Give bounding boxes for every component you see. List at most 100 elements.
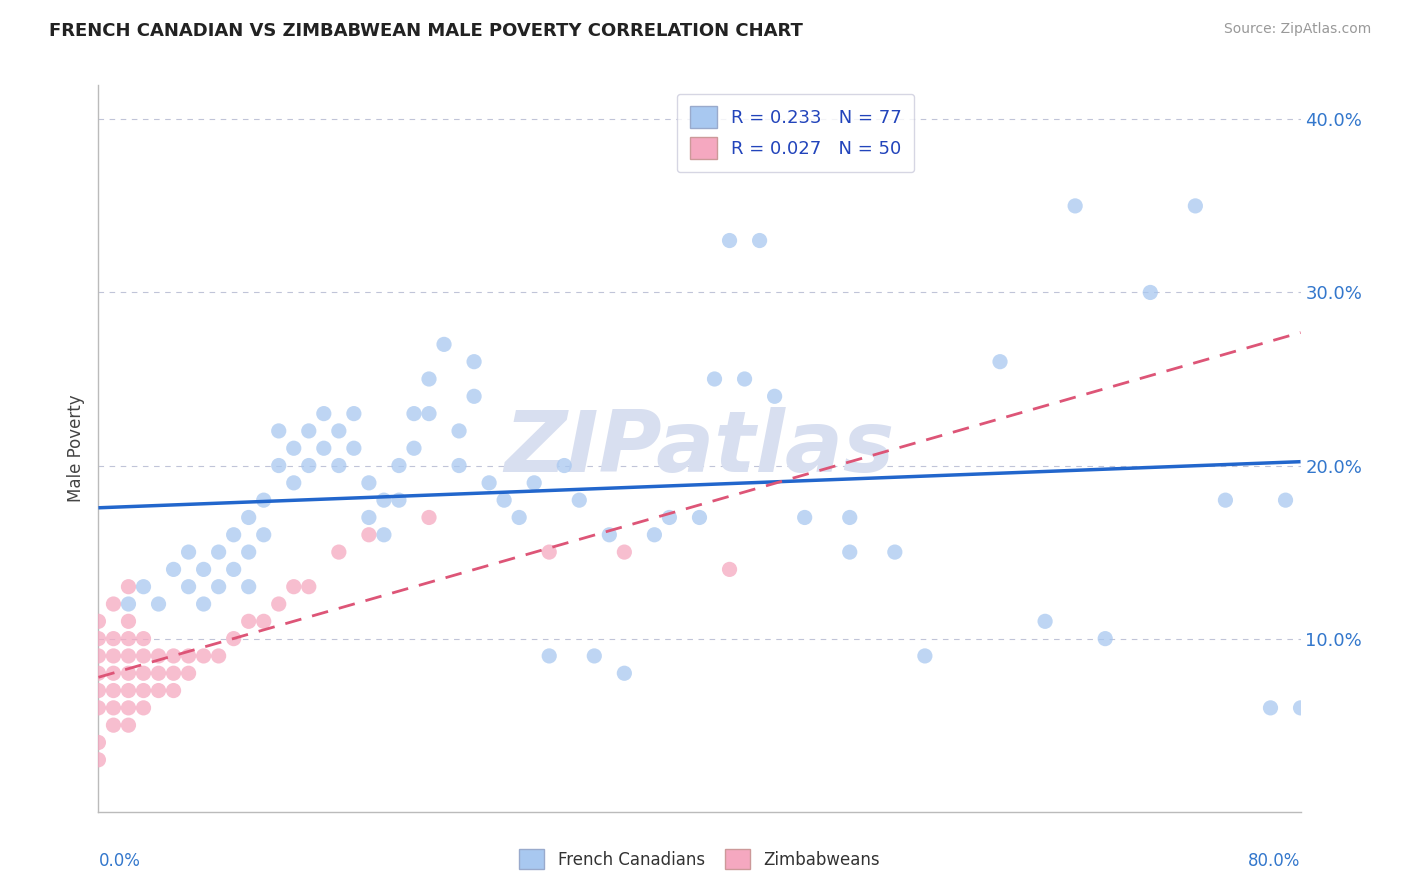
Point <box>162 648 184 663</box>
Point <box>523 475 546 490</box>
Point <box>838 510 860 524</box>
Point <box>132 683 155 698</box>
Point <box>328 458 350 473</box>
Point <box>553 458 575 473</box>
Point <box>1289 701 1312 715</box>
Point <box>103 683 125 698</box>
Point <box>238 580 260 594</box>
Point <box>838 545 860 559</box>
Point <box>703 372 725 386</box>
Point <box>283 475 305 490</box>
Point <box>87 666 110 681</box>
Point <box>447 424 470 438</box>
Point <box>343 407 366 421</box>
Point <box>87 753 110 767</box>
Point <box>283 580 305 594</box>
Point <box>568 493 591 508</box>
Point <box>117 597 139 611</box>
Point <box>117 718 139 732</box>
Point <box>914 648 936 663</box>
Point <box>388 493 411 508</box>
Point <box>87 701 110 715</box>
Point <box>132 632 155 646</box>
Point <box>298 458 321 473</box>
Point <box>1274 493 1296 508</box>
Point <box>613 545 636 559</box>
Point <box>148 683 170 698</box>
Point <box>193 562 215 576</box>
Point <box>117 632 139 646</box>
Point <box>357 510 380 524</box>
Point <box>117 701 139 715</box>
Point <box>162 562 184 576</box>
Point <box>388 458 411 473</box>
Point <box>328 424 350 438</box>
Point <box>883 545 905 559</box>
Point <box>373 528 395 542</box>
Point <box>613 666 636 681</box>
Point <box>538 648 561 663</box>
Point <box>298 424 321 438</box>
Text: Source: ZipAtlas.com: Source: ZipAtlas.com <box>1223 22 1371 37</box>
Point <box>177 666 200 681</box>
Point <box>103 597 125 611</box>
Text: ZIPatlas: ZIPatlas <box>505 407 894 490</box>
Point <box>177 545 200 559</box>
Point <box>238 615 260 629</box>
Point <box>193 597 215 611</box>
Point <box>478 475 501 490</box>
Y-axis label: Male Poverty: Male Poverty <box>67 394 86 502</box>
Point <box>132 648 155 663</box>
Point <box>793 510 815 524</box>
Point <box>103 666 125 681</box>
Point <box>177 648 200 663</box>
Point <box>988 354 1011 368</box>
Point <box>253 615 276 629</box>
Point <box>87 735 110 749</box>
Point <box>583 648 606 663</box>
Point <box>1184 199 1206 213</box>
Point <box>148 597 170 611</box>
Point <box>418 372 440 386</box>
Point <box>132 580 155 594</box>
Point <box>117 580 139 594</box>
Point <box>1033 615 1056 629</box>
Point <box>132 666 155 681</box>
Point <box>763 389 786 403</box>
Point <box>238 545 260 559</box>
Point <box>298 580 321 594</box>
Point <box>253 528 276 542</box>
Point <box>267 424 290 438</box>
Point <box>117 666 139 681</box>
Point <box>718 562 741 576</box>
Point <box>357 528 380 542</box>
Point <box>463 389 485 403</box>
Point <box>208 580 231 594</box>
Text: FRENCH CANADIAN VS ZIMBABWEAN MALE POVERTY CORRELATION CHART: FRENCH CANADIAN VS ZIMBABWEAN MALE POVER… <box>49 22 803 40</box>
Point <box>87 648 110 663</box>
Point <box>267 597 290 611</box>
Point <box>103 648 125 663</box>
Point <box>162 666 184 681</box>
Point <box>208 648 231 663</box>
Point <box>433 337 456 351</box>
Point <box>463 354 485 368</box>
Point <box>1094 632 1116 646</box>
Point <box>373 493 395 508</box>
Point <box>103 632 125 646</box>
Point <box>132 701 155 715</box>
Point <box>1139 285 1161 300</box>
Point <box>538 545 561 559</box>
Point <box>418 510 440 524</box>
Point <box>222 632 245 646</box>
Point <box>162 683 184 698</box>
Point <box>357 475 380 490</box>
Point <box>494 493 516 508</box>
Point <box>402 407 425 421</box>
Point <box>343 442 366 455</box>
Point <box>222 562 245 576</box>
Point <box>598 528 620 542</box>
Legend: French Canadians, Zimbabweans: French Canadians, Zimbabweans <box>513 842 886 876</box>
Point <box>87 683 110 698</box>
Point <box>734 372 756 386</box>
